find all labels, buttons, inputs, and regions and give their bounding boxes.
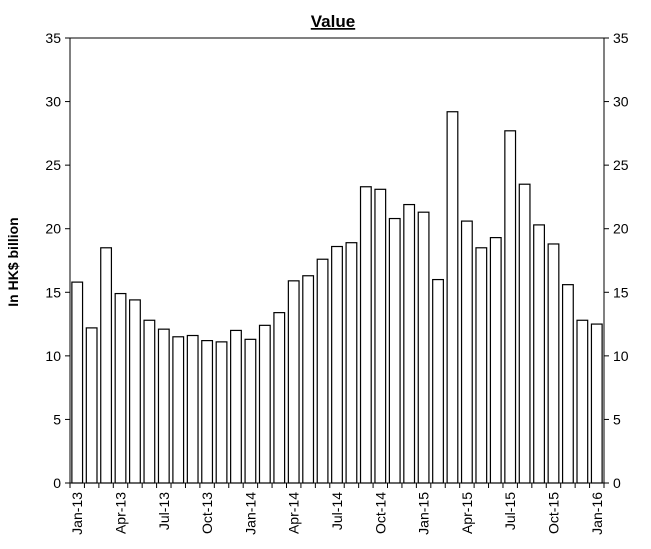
bar-dec-13 [230,329,242,484]
y-tick-label-left: 5 [53,411,61,427]
y-tick-label-right: 20 [613,221,629,237]
plot-frame [69,37,605,484]
right-y-tick-labels: 0 5 10 15 20 25 30 35 [613,30,629,491]
x-tick-label-oct-15: Oct-15 [545,492,561,534]
bar-jan-14 [244,338,257,484]
chart-title: Value [311,12,355,31]
x-tick-label-apr-15: Apr-15 [459,492,475,534]
y-tick-label-right: 0 [613,475,621,491]
y-tick-label-right: 35 [613,30,629,46]
bar-feb-14 [258,324,271,484]
axes [69,37,605,484]
bar-mar-15 [446,111,459,484]
y-tick-label-left: 35 [45,30,61,46]
bar-nov-14 [388,217,401,484]
x-tick-label-apr-14: Apr-14 [286,492,302,534]
bar-jun-13 [143,319,156,484]
bar-jan-13 [71,281,84,484]
bar-jul-14 [331,245,343,484]
bar-dec-15 [576,319,589,484]
bar-sep-15 [533,224,545,484]
x-tick-label-jul-13: Jul-13 [156,492,172,530]
y-tick-label-left: 10 [45,348,61,364]
bar-jan-16 [590,323,603,484]
bars [71,111,603,484]
y-tick-label-left: 25 [45,157,61,173]
bar-oct-15 [547,243,560,484]
y-tick-label-right: 10 [613,348,629,364]
bar-apr-14 [287,280,300,484]
x-tick-labels: Jan-13 Apr-13 Jul-13 Oct-13 Jan-14 Apr-14 Jul-… [69,492,605,535]
y-tick-label-right: 25 [613,157,629,173]
bar-feb-13 [85,327,98,484]
bar-jul-15 [504,130,517,484]
bar-may-13 [129,299,141,484]
bar-mar-13 [100,247,113,484]
x-tick-label-jul-14: Jul-14 [329,492,345,530]
bar-aug-14 [345,242,358,484]
y-tick-label-left: 20 [45,221,61,237]
ticks [65,37,609,488]
bar-aug-15 [518,183,531,484]
bar-sep-13 [186,334,199,484]
bar-may-14 [302,275,315,484]
x-tick-label-jan-13: Jan-13 [69,492,85,535]
x-tick-label-jan-16: Jan-16 [589,492,605,535]
bar-aug-13 [172,336,185,484]
y-tick-label-left: 0 [53,475,61,491]
x-tick-label-oct-14: Oct-14 [372,492,388,534]
bar-nov-13 [215,341,228,484]
left-y-tick-labels: 0 5 10 15 20 25 30 35 [45,30,61,491]
y-tick-label-right: 15 [613,284,629,300]
bar-oct-13 [201,340,214,484]
bar-sep-14 [359,186,372,484]
bar-apr-15 [460,220,473,484]
y-axis-label: In HK$ billion [5,217,21,306]
bar-oct-14 [374,188,387,484]
bar-dec-14 [403,203,416,484]
bar-mar-14 [273,312,286,484]
x-tick-label-jan-14: Jan-14 [242,492,258,535]
bar-apr-13 [114,292,127,484]
bar-feb-15 [432,278,444,484]
y-tick-label-left: 15 [45,284,61,300]
bar-jul-13 [157,328,170,484]
bar-may-15 [475,247,488,484]
bar-jun-15 [489,237,502,484]
x-tick-label-jan-15: Jan-15 [416,492,432,535]
y-tick-label-right: 5 [613,411,621,427]
bar-jan-15 [417,211,430,484]
y-tick-label-right: 30 [613,94,629,110]
bar-jun-14 [316,258,329,484]
x-tick-label-apr-13: Apr-13 [113,492,129,534]
x-tick-label-oct-13: Oct-13 [199,492,215,534]
y-tick-label-left: 30 [45,94,61,110]
x-tick-label-jul-15: Jul-15 [502,492,518,530]
bar-nov-15 [561,284,574,484]
